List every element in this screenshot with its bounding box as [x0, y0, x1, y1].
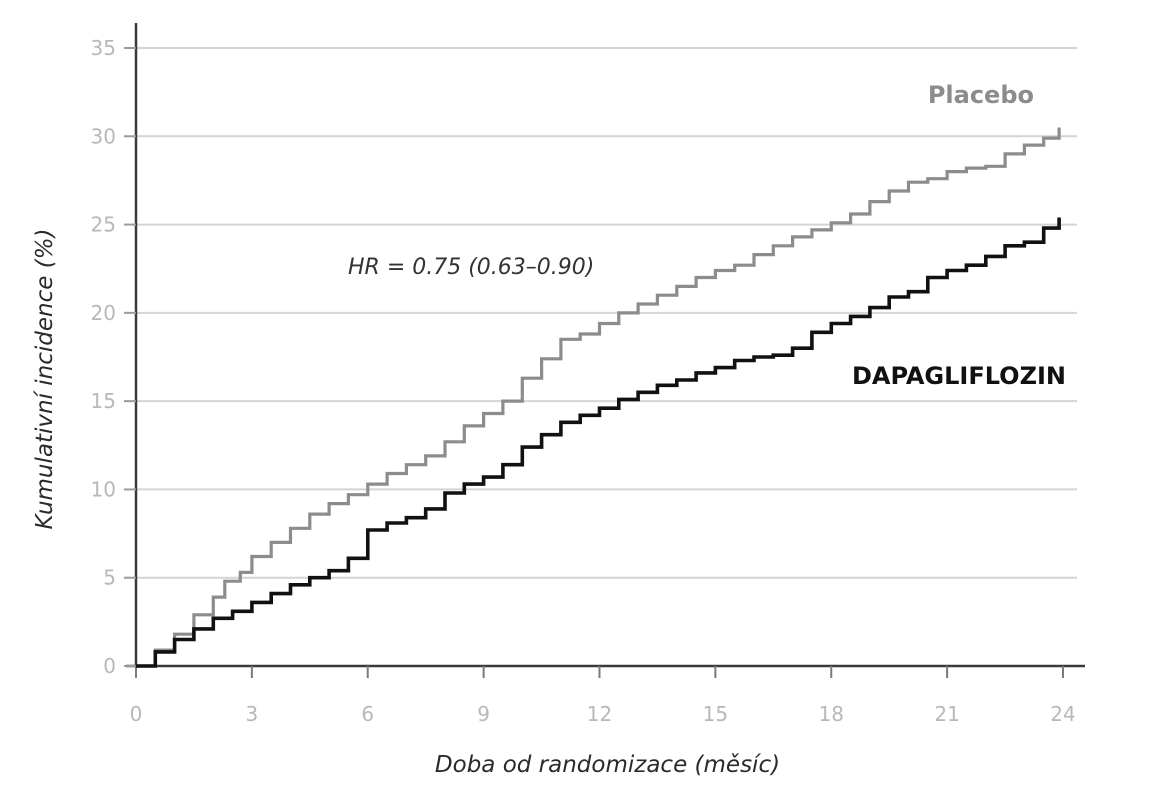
series-label-dapagliflozin: DAPAGLIFLOZIN	[852, 362, 1066, 390]
x-tick-label-0: 0	[130, 702, 143, 726]
x-tick-label-21: 21	[934, 702, 959, 726]
series-lines	[136, 127, 1061, 668]
series-line-placebo	[136, 127, 1061, 668]
gridlines	[136, 47, 1077, 579]
axes	[126, 23, 1085, 668]
y-tick-label-30: 30	[91, 124, 116, 148]
y-tick-label-0: 0	[103, 654, 116, 678]
x-tick-label-3: 3	[246, 702, 259, 726]
series-line-dapagliflozin	[136, 217, 1061, 668]
series-label-placebo: Placebo	[928, 81, 1034, 109]
ticks: 0 5 10 15 20 25 30 35 0 3 6 9 12 15 18 21 24	[91, 36, 1076, 726]
x-tick-label-24: 24	[1050, 702, 1075, 726]
y-tick-label-10: 10	[91, 477, 116, 501]
x-tick-label-6: 6	[361, 702, 374, 726]
x-tick-label-15: 15	[703, 702, 728, 726]
y-tick-label-25: 25	[91, 213, 116, 237]
hazard-ratio-annotation: HR = 0.75 (0.63–0.90)	[348, 255, 594, 280]
y-tick-label-5: 5	[103, 566, 116, 590]
y-tick-label-15: 15	[91, 389, 116, 413]
x-tick-label-18: 18	[819, 702, 844, 726]
y-tick-label-35: 35	[91, 36, 116, 60]
y-tick-label-20: 20	[91, 301, 116, 325]
x-tick-label-9: 9	[477, 702, 490, 726]
x-axis-title: Doba od randomizace (měsíc)	[435, 752, 780, 778]
y-axis-title: Kumulativní incidence (%)	[32, 228, 58, 529]
x-tick-label-12: 12	[587, 702, 612, 726]
